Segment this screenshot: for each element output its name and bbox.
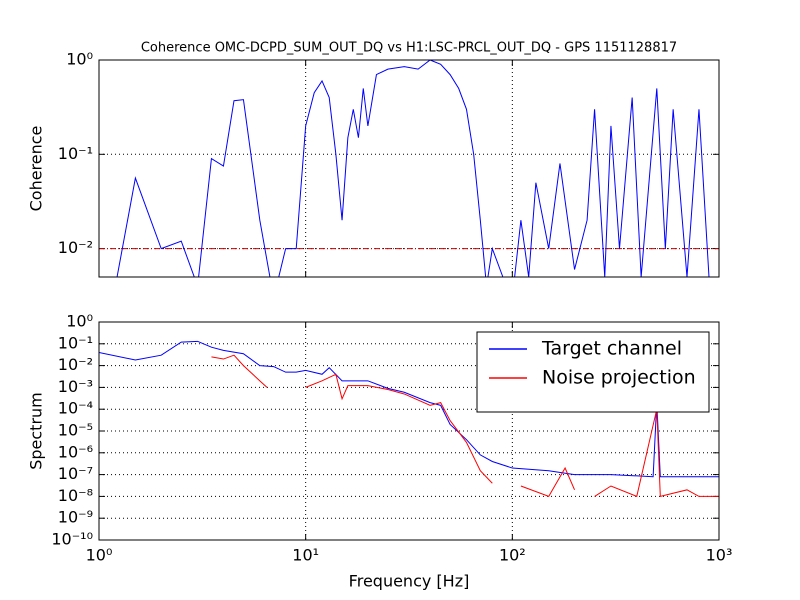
legend-label: Noise projection bbox=[542, 367, 696, 389]
y-tick-label: 10⁰ bbox=[66, 312, 93, 331]
y-tick-label: 10⁻⁹ bbox=[58, 508, 93, 527]
series-line bbox=[116, 60, 719, 277]
y-tick-label: 10⁻⁴ bbox=[58, 399, 93, 418]
x-tick-label: 10⁰ bbox=[86, 546, 113, 565]
plot-frame bbox=[98, 321, 720, 541]
y-tick-label: 10⁻¹ bbox=[58, 144, 93, 163]
legend-label: Target channel bbox=[541, 338, 682, 360]
y-tick-label: 10⁻⁶ bbox=[58, 442, 93, 461]
series-line bbox=[99, 340, 719, 478]
x-tick-label: 10³ bbox=[706, 546, 733, 565]
series-line bbox=[211, 354, 719, 498]
y-axis-label: Coherence bbox=[27, 126, 46, 212]
y-tick-label: 10⁻² bbox=[58, 355, 93, 374]
y-tick-label: 10⁻³ bbox=[58, 377, 93, 396]
y-tick-label: 10⁰ bbox=[66, 50, 93, 69]
x-tick-label: 10² bbox=[499, 546, 526, 565]
y-tick-label: 10⁻¹ bbox=[58, 333, 93, 352]
y-tick-label: 10⁻⁸ bbox=[58, 486, 93, 505]
y-tick-label: 10⁻² bbox=[58, 238, 93, 257]
x-axis-label: Frequency [Hz] bbox=[349, 572, 470, 591]
y-tick-label: 10⁻⁵ bbox=[58, 421, 93, 440]
y-tick-label: 10⁻⁷ bbox=[58, 464, 93, 483]
y-tick-label: 10⁻¹⁰ bbox=[51, 530, 93, 549]
legend-box bbox=[476, 331, 710, 413]
y-axis-label: Spectrum bbox=[27, 392, 46, 470]
chart-title: Coherence OMC-DCPD_SUM_OUT_DQ vs H1:LSC-… bbox=[141, 41, 677, 56]
x-tick-label: 10¹ bbox=[292, 546, 319, 565]
plot-frame bbox=[98, 59, 720, 278]
